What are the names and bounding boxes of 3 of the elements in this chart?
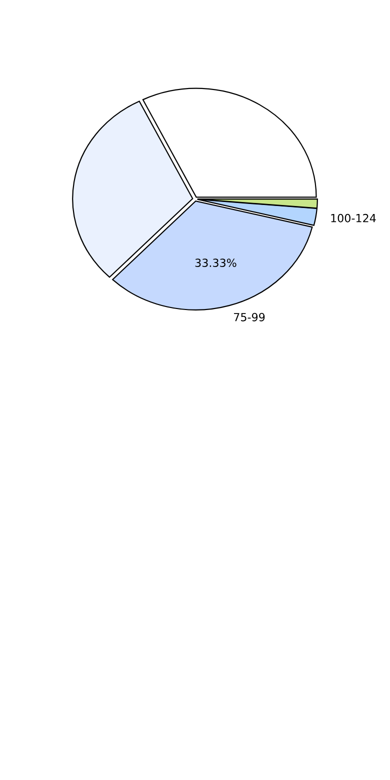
slice-label: 75-99 (234, 312, 265, 322)
data-label: 33.33% (195, 258, 236, 268)
slice-label: 100-124 (331, 214, 376, 222)
